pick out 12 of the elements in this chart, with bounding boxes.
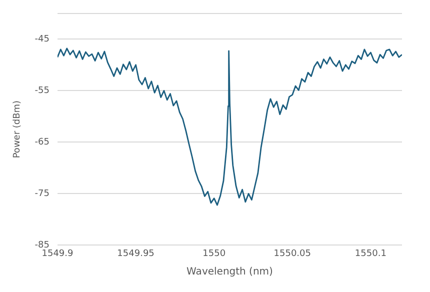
- x-tick-label: 1550.1: [354, 248, 386, 259]
- x-tick-label: 1549.9: [42, 248, 74, 259]
- y-tick-label: -45: [34, 34, 50, 44]
- y-tick-label: -85: [34, 240, 50, 251]
- y-tick-label: -65: [34, 138, 50, 148]
- y-tick-label: -75: [34, 189, 50, 200]
- x-axis-title: Wavelength (nm): [186, 266, 274, 278]
- y-axis-title: Power (dBm): [12, 100, 23, 158]
- x-tick-label: 1549.95: [117, 248, 154, 259]
- y-tick-label: -55: [34, 86, 50, 96]
- x-tick-label: 1550: [202, 248, 226, 259]
- x-tick-label: 1550.05: [274, 248, 311, 259]
